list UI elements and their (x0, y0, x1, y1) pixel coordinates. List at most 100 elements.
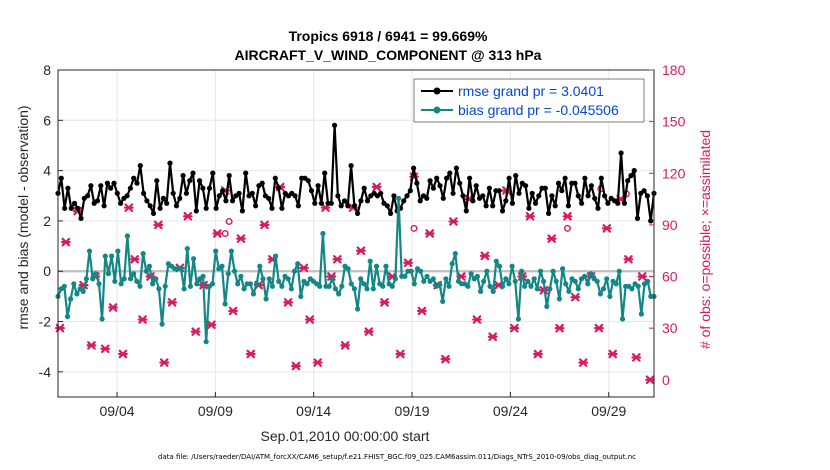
obs-assimilated-marker (153, 220, 164, 230)
rmse-point (552, 203, 558, 209)
rmse-point (641, 188, 647, 194)
rmse-point (305, 178, 311, 184)
bias-point (364, 286, 370, 292)
bias-point (355, 306, 361, 312)
obs-assimilated-marker (403, 258, 414, 268)
bias-point (257, 263, 263, 269)
rmse-point (58, 175, 64, 181)
rmse-point (457, 180, 463, 186)
bias-point (392, 276, 398, 282)
bias-point (156, 286, 162, 292)
obs-assimilated-marker (298, 263, 309, 273)
rmse-point (345, 203, 351, 209)
rmse-point (177, 195, 183, 201)
bias-point (358, 276, 364, 282)
rmse-point (322, 170, 328, 176)
bias-point (93, 271, 99, 277)
rmse-point (197, 178, 203, 184)
rmse-point (411, 165, 417, 171)
bias-point (474, 273, 480, 279)
rmse-point (407, 188, 413, 194)
rmse-point (427, 178, 433, 184)
obs-assimilated-marker (546, 234, 557, 243)
rmse-point (513, 173, 519, 179)
obs-assimilated-marker (448, 217, 459, 226)
bias-point (143, 268, 149, 274)
bias-point (607, 293, 613, 299)
rmse-point (134, 180, 140, 186)
rmse-point (210, 170, 216, 176)
rmse-point (404, 193, 410, 199)
bias-point (178, 266, 184, 272)
bias-point (320, 230, 326, 237)
rmse-point (598, 175, 604, 181)
bias-point (556, 296, 563, 302)
rmse-point (239, 208, 245, 214)
obs-assimilated-marker (379, 298, 390, 307)
bias-point (109, 253, 115, 259)
bias-point (509, 263, 515, 269)
obs-assimilated-marker (601, 224, 612, 233)
obs-assimilated-marker (472, 315, 482, 324)
rmse-point (444, 175, 450, 181)
rmse-point (164, 200, 170, 206)
y-right-tick-label: 30 (662, 320, 678, 336)
y-right-tick-label: 120 (662, 165, 686, 181)
rmse-point (253, 203, 259, 209)
x-tick-label: 09/29 (591, 403, 626, 419)
y-right-tick-label: 0 (662, 372, 670, 388)
rmse-point (434, 175, 440, 181)
y-tick-label: -2 (39, 314, 52, 330)
series-lines (55, 122, 657, 345)
bias-point (181, 286, 187, 292)
obs-assimilated-marker (637, 272, 648, 281)
rmse-point (575, 193, 581, 199)
bias-point (96, 281, 102, 287)
bias-point (263, 296, 269, 302)
bias-point (411, 281, 417, 287)
obs-assimilated-marker (525, 211, 535, 221)
bias-point (118, 281, 124, 287)
rmse-point (490, 203, 496, 209)
bias-point (575, 286, 581, 292)
rmse-point (414, 180, 420, 186)
rmse-point (312, 200, 318, 206)
bias-point (537, 268, 544, 274)
bias-point (547, 286, 553, 292)
bias-point (566, 288, 572, 294)
obs-assimilated-marker (594, 323, 604, 333)
rmse-point (453, 165, 459, 171)
bias-point (638, 311, 645, 317)
bias-point (140, 251, 146, 257)
bias-point (61, 283, 67, 289)
bias-point (83, 276, 89, 282)
bias-point (332, 286, 339, 292)
rmse-point (65, 185, 71, 191)
bias-point (383, 263, 389, 269)
bias-point (550, 268, 556, 274)
rmse-point (486, 185, 492, 191)
rmse-point (621, 200, 628, 206)
bias-point (430, 276, 436, 282)
bias-point (336, 291, 342, 297)
x-tick-label: 09/19 (395, 403, 430, 419)
rmse-point (565, 203, 572, 209)
rmse-point (180, 173, 186, 179)
rmse-point (144, 198, 150, 204)
obs-assimilated-marker (259, 220, 270, 230)
bias-point (446, 283, 452, 289)
rmse-point (292, 193, 298, 199)
obs-assimilated-marker (55, 323, 65, 333)
rmse-point (348, 163, 354, 169)
rmse-point (549, 193, 555, 199)
obs-assimilated-marker (356, 246, 366, 256)
bias-point (367, 258, 373, 264)
rmse-point (470, 198, 476, 204)
plot-area (57, 69, 655, 398)
bias-point (560, 266, 566, 272)
rmse-point (496, 188, 502, 194)
obs-assimilated-marker (607, 349, 618, 359)
bias-point (295, 261, 301, 267)
bias-point (146, 263, 152, 269)
rmse-point (605, 200, 611, 206)
